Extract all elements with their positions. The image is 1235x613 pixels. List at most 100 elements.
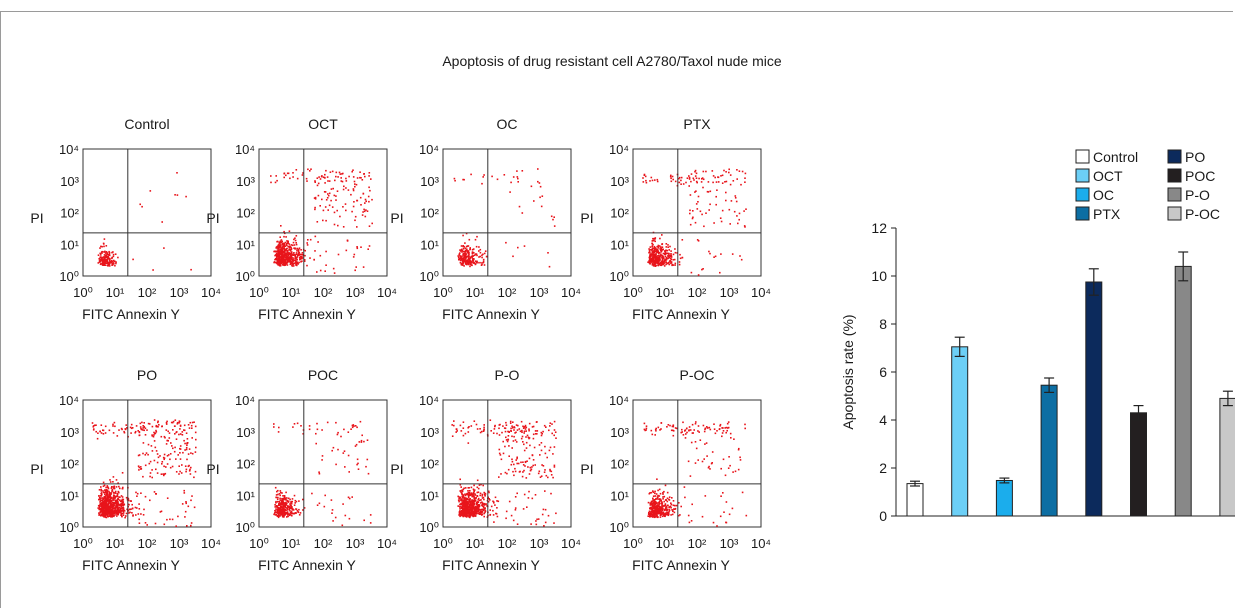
- flow-dot: [335, 171, 338, 174]
- flow-dot: [465, 499, 467, 502]
- flow-dot: [281, 511, 283, 514]
- flow-dot: [178, 465, 180, 467]
- flow-dot: [165, 421, 168, 424]
- x-tick-label: 10⁰: [433, 285, 453, 300]
- flow-dot: [657, 250, 659, 252]
- flow-dot: [305, 177, 308, 180]
- flow-dot: [106, 495, 108, 497]
- flow-dot: [179, 470, 181, 473]
- x-tick-label: 10⁴: [751, 285, 771, 300]
- flow-dot: [461, 263, 463, 265]
- flow-dot: [512, 440, 515, 442]
- flow-dot: [364, 175, 366, 178]
- flow-dot: [512, 421, 514, 423]
- flow-dot: [102, 485, 105, 487]
- flow-dot: [518, 428, 521, 430]
- flow-dot: [371, 198, 373, 201]
- flow-dot: [470, 486, 473, 489]
- flow-dot: [298, 261, 300, 264]
- flow-dot: [682, 183, 685, 185]
- flow-dot: [712, 181, 714, 184]
- flow-dot: [365, 209, 367, 211]
- flow-dot: [342, 452, 345, 454]
- flow-dot: [321, 198, 323, 201]
- flow-dot: [472, 495, 475, 497]
- flow-dot: [554, 431, 557, 433]
- flow-dot: [642, 181, 645, 183]
- flow-dot: [280, 503, 282, 506]
- x-tick-label: 10¹: [282, 536, 301, 551]
- flow-dot: [274, 510, 276, 512]
- flow-dot: [476, 504, 479, 506]
- flow-dot: [649, 260, 651, 263]
- flow-dot: [104, 499, 107, 501]
- flow-dot: [727, 427, 729, 429]
- flow-dot: [517, 177, 519, 180]
- x-tick-label: 10⁰: [623, 285, 643, 300]
- flow-dot: [285, 252, 287, 254]
- flow-dot: [651, 242, 653, 245]
- flow-dot: [469, 504, 472, 507]
- flow-dot: [475, 496, 477, 499]
- flow-dot: [532, 425, 535, 428]
- flow-dot: [650, 254, 652, 256]
- flow-dot: [100, 497, 102, 499]
- flow-dot: [290, 510, 293, 513]
- flow-dot: [117, 513, 120, 516]
- flow-dot: [335, 463, 337, 466]
- flow-dot: [105, 497, 108, 499]
- flow-dot: [289, 256, 291, 258]
- flow-dot: [166, 518, 168, 521]
- flow-dot: [688, 521, 691, 524]
- flow-dot: [141, 421, 143, 424]
- flow-dot: [106, 509, 109, 512]
- flow-dot: [100, 245, 102, 248]
- flow-dot: [498, 452, 501, 455]
- y-tick-label: 10⁰: [235, 269, 255, 284]
- flow-dot: [290, 507, 292, 510]
- flow-dot: [140, 468, 142, 470]
- flow-dot: [651, 433, 654, 436]
- flow-dot: [176, 194, 179, 196]
- flow-dot: [649, 261, 651, 264]
- flow-dot: [283, 513, 285, 515]
- flow-dot: [148, 423, 151, 425]
- flow-dot: [184, 442, 186, 445]
- flow-dot: [298, 254, 300, 256]
- flow-dot: [279, 510, 282, 513]
- flow-dot: [121, 506, 124, 509]
- flow-dot: [737, 222, 739, 225]
- flow-dot: [190, 452, 192, 454]
- flow-dot: [530, 185, 533, 188]
- flow-dot: [356, 463, 358, 466]
- bar-p-oc: [1219, 397, 1235, 517]
- flow-dot: [276, 261, 278, 264]
- flow-dot: [477, 509, 479, 512]
- flow-dot: [112, 496, 115, 498]
- flow-dot: [127, 498, 130, 500]
- flow-dot: [467, 501, 469, 503]
- flow-dot: [351, 210, 353, 213]
- flow-dot: [292, 172, 294, 174]
- flow-dot: [531, 466, 533, 468]
- flow-dot: [325, 264, 327, 266]
- flow-dot: [356, 458, 359, 461]
- flow-dot: [482, 260, 485, 263]
- flow-dot: [354, 445, 357, 447]
- x-tick-label: 10⁰: [73, 536, 93, 551]
- flow-dot: [467, 490, 469, 492]
- legend-label: OC: [1093, 187, 1114, 203]
- flow-dot: [302, 498, 304, 501]
- x-axis-label: FITC Annexin Y: [258, 557, 356, 573]
- flow-dot: [511, 447, 513, 449]
- flow-dot: [692, 177, 695, 180]
- flow-dot: [527, 466, 529, 468]
- flow-dot: [651, 248, 653, 250]
- flow-dot: [671, 263, 674, 266]
- flow-dot: [106, 260, 108, 262]
- flow-dot: [179, 452, 181, 454]
- flow-dot: [657, 261, 660, 263]
- flow-dot: [464, 511, 467, 514]
- flow-dot: [479, 494, 481, 497]
- flow-dot: [301, 256, 303, 258]
